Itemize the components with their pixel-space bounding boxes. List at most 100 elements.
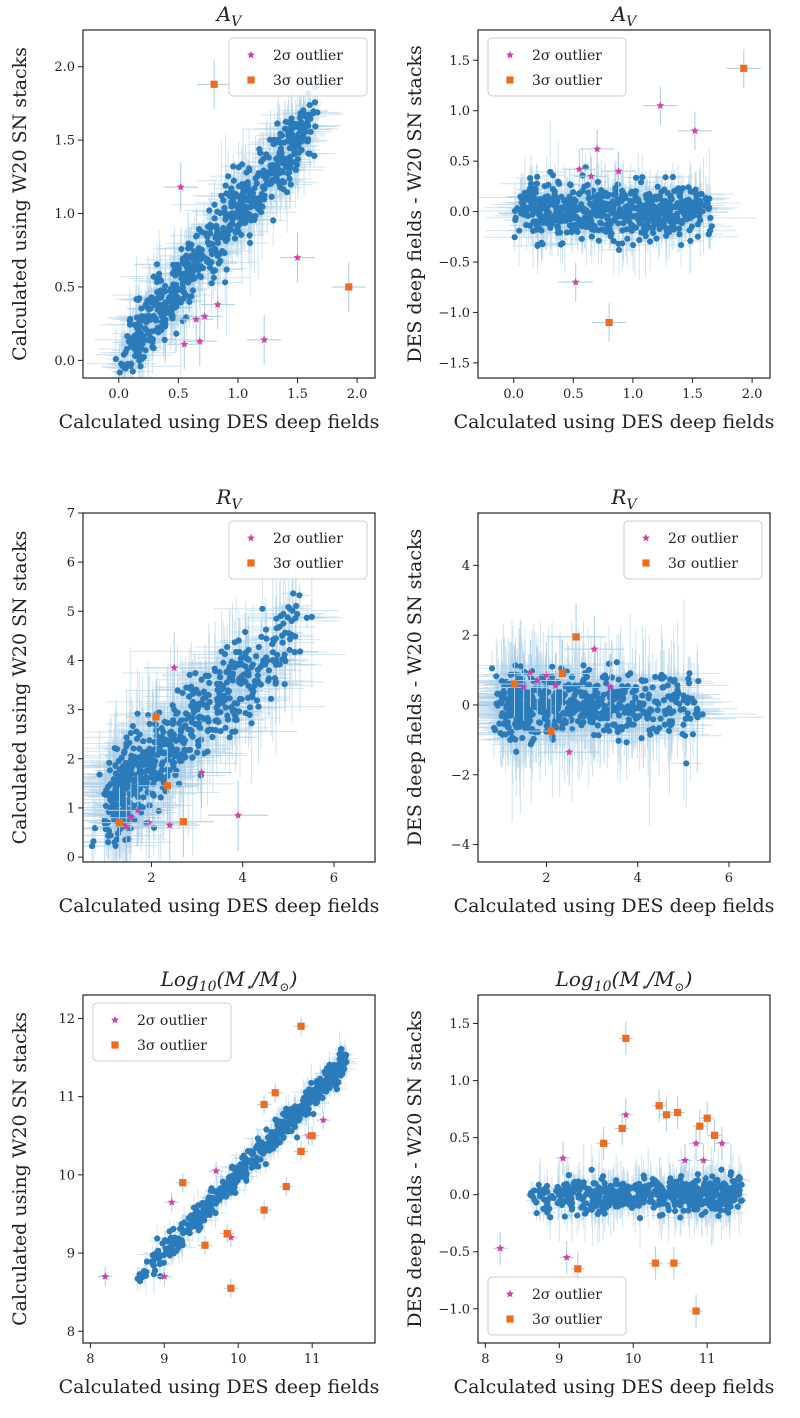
legend-label: 3σ outlier — [273, 556, 343, 572]
data-point — [555, 1185, 562, 1192]
data-point — [128, 360, 135, 367]
data-point — [665, 210, 672, 217]
data-point — [306, 101, 313, 109]
legend: 2σ outlier 3σ outlier — [228, 37, 368, 97]
data-point — [254, 666, 262, 673]
data-point — [167, 293, 174, 300]
data-point — [706, 204, 713, 211]
data-point — [236, 695, 244, 703]
data-point — [238, 654, 245, 662]
data-point — [118, 754, 125, 762]
outlier-3sigma-point — [345, 283, 353, 291]
data-point — [226, 695, 233, 702]
data-point — [199, 695, 207, 702]
data-point — [186, 671, 193, 679]
data-point — [337, 1046, 344, 1053]
data-point — [220, 659, 227, 666]
legend-label: 2σ outlier — [668, 531, 738, 547]
data-point — [199, 252, 206, 259]
data-point — [593, 206, 600, 213]
data-point — [236, 675, 243, 682]
y-tick-label: 9 — [67, 1247, 75, 1262]
data-point — [236, 221, 243, 228]
scatter-panel-1: 0.0 0.5 1.0 1.5 2.0 0.0 0.5 1.0 1.5 2.0 Calculated… — [9, 2, 379, 433]
data-point — [231, 235, 239, 242]
data-point — [336, 1050, 343, 1058]
x-tick-label: 10 — [625, 1352, 642, 1367]
data-point — [302, 1089, 310, 1096]
data-point — [149, 1252, 156, 1259]
data-point — [251, 185, 258, 192]
data-point — [579, 172, 586, 179]
data-point — [615, 688, 622, 695]
data-point — [620, 1180, 627, 1187]
y-tick-label: 0.5 — [449, 155, 470, 170]
outlier-2sigma-point — [496, 1244, 505, 1252]
data-point — [538, 205, 545, 212]
legend-label: 2σ outlier — [273, 531, 343, 547]
legend: 2σ outlier 3σ outlier — [92, 1002, 232, 1062]
outliers — [484, 603, 641, 786]
data-point — [268, 1139, 275, 1146]
data-points — [134, 1045, 350, 1285]
data-point — [230, 177, 237, 184]
outlier-3sigma-point — [558, 669, 567, 678]
data-point — [176, 757, 184, 765]
data-point — [619, 687, 627, 694]
data-point — [285, 630, 293, 637]
data-point — [565, 1172, 572, 1179]
data-point — [223, 190, 230, 197]
y-tick-label: 0.5 — [54, 280, 75, 295]
data-point — [154, 324, 161, 331]
data-point — [663, 227, 670, 234]
data-point — [694, 221, 702, 228]
data-point — [296, 648, 304, 655]
data-point — [694, 233, 701, 240]
data-point — [106, 767, 113, 774]
data-point — [316, 1093, 323, 1101]
data-point — [205, 258, 212, 265]
data-point — [681, 211, 688, 218]
data-point — [211, 665, 218, 672]
data-point — [536, 225, 543, 232]
data-point — [579, 1202, 587, 1209]
y-tick-label: 2.0 — [54, 60, 75, 75]
data-point — [212, 234, 219, 242]
data-point — [548, 218, 555, 225]
data-point — [239, 1163, 246, 1170]
data-point — [632, 192, 639, 200]
data-point — [180, 724, 187, 731]
data-point — [544, 193, 551, 200]
x-tick-label: 11 — [304, 1352, 321, 1367]
data-point — [611, 191, 618, 198]
data-point — [693, 707, 701, 714]
data-point — [610, 237, 617, 245]
data-point — [665, 727, 673, 735]
outlier-2sigma-point — [213, 300, 222, 308]
data-point — [544, 203, 551, 210]
data-point — [145, 746, 153, 754]
data-point — [228, 1178, 235, 1185]
data-point — [610, 692, 617, 700]
data-point — [592, 688, 599, 695]
data-point — [135, 801, 142, 808]
data-point — [246, 704, 254, 711]
data-point — [217, 257, 224, 265]
data-point — [499, 710, 506, 717]
data-point — [642, 1189, 649, 1197]
data-point — [707, 214, 714, 222]
data-point — [187, 686, 195, 693]
data-point — [529, 738, 536, 745]
legend-marker-2sigma — [247, 50, 255, 59]
data-point — [288, 135, 295, 142]
data-point — [221, 204, 228, 211]
data-point — [673, 694, 680, 701]
data-point — [160, 728, 167, 736]
x-tick-label: 6 — [725, 871, 733, 886]
data-point — [490, 724, 498, 732]
data-point — [222, 724, 229, 731]
data-point — [555, 180, 563, 187]
legend: 2σ outlier 3σ outlier — [487, 1276, 627, 1336]
outlier-2sigma-point — [614, 167, 623, 175]
